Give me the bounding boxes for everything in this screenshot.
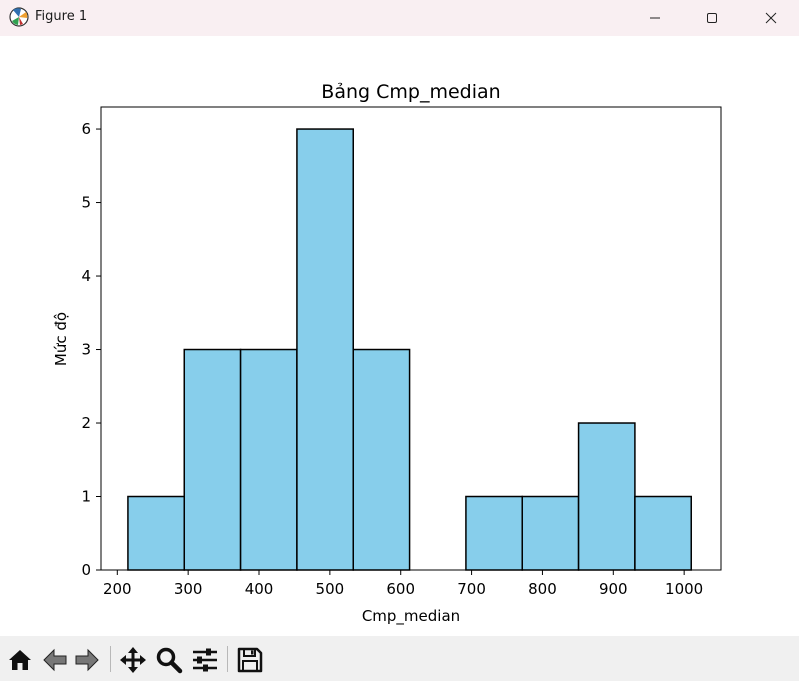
matplotlib-icon <box>9 7 29 27</box>
y-tick-label: 4 <box>81 267 91 285</box>
zoom-button[interactable] <box>154 645 184 675</box>
chart-title: Bảng Cmp_median <box>321 81 500 103</box>
window-title: Figure 1 <box>35 9 88 24</box>
home-icon <box>9 650 31 670</box>
forward-arrow-icon <box>75 648 99 672</box>
toolbar-separator <box>227 646 228 672</box>
histogram-bar <box>465 495 523 571</box>
save-floppy-icon <box>237 647 263 673</box>
histogram-bar <box>634 495 692 571</box>
x-tick-label: 1000 <box>665 580 703 598</box>
configure-subplots-button[interactable] <box>190 645 220 675</box>
zoom-magnifier-icon <box>156 647 183 674</box>
toolbar-separator <box>110 646 111 672</box>
pan-button[interactable] <box>118 645 148 675</box>
histogram-bar <box>183 348 242 571</box>
window-titlebar: Figure 1 <box>0 0 799 36</box>
x-axis-label: Cmp_median <box>362 607 460 626</box>
back-arrow-icon <box>43 648 67 672</box>
minimize-icon <box>650 17 660 19</box>
x-tick-label: 900 <box>599 580 628 598</box>
minimize-button[interactable] <box>629 0 681 36</box>
maximize-button[interactable] <box>686 0 738 36</box>
close-button[interactable] <box>745 0 797 36</box>
navigation-toolbar <box>0 636 799 681</box>
x-tick-label: 700 <box>457 580 486 598</box>
histogram-bar <box>577 422 636 571</box>
x-tick-label: 600 <box>386 580 415 598</box>
y-tick-label: 2 <box>81 414 91 432</box>
forward-button[interactable] <box>72 645 102 675</box>
histogram-bar <box>352 348 411 571</box>
configure-subplots-icon <box>193 648 217 672</box>
home-button[interactable] <box>5 645 35 675</box>
y-tick-label: 0 <box>81 561 91 579</box>
x-tick-label: 300 <box>174 580 203 598</box>
histogram-chart: Bảng Cmp_median 200 300 400 500 600 700 800 900… <box>52 81 722 626</box>
histogram-bar <box>127 495 186 571</box>
x-tick-label: 500 <box>316 580 345 598</box>
maximize-icon <box>707 13 717 23</box>
back-button[interactable] <box>40 645 70 675</box>
pan-move-icon <box>120 647 146 673</box>
histogram-bar <box>521 495 580 571</box>
x-tick-label: 800 <box>528 580 557 598</box>
x-tick-label: 200 <box>103 580 132 598</box>
y-tick-label: 3 <box>81 341 91 359</box>
y-tick-label: 5 <box>81 194 91 212</box>
axes-frame <box>100 106 722 571</box>
save-button[interactable] <box>235 645 265 675</box>
y-tick-label: 1 <box>81 488 91 506</box>
histogram-bar <box>296 128 355 571</box>
y-axis-label: Mức độ <box>52 312 70 366</box>
figure-canvas[interactable]: Bảng Cmp_median 200 300 400 500 600 700 800 900… <box>0 36 799 636</box>
histogram-bar <box>239 348 298 571</box>
close-icon <box>765 12 777 24</box>
y-tick-label: 6 <box>81 120 91 138</box>
x-tick-label: 400 <box>245 580 274 598</box>
